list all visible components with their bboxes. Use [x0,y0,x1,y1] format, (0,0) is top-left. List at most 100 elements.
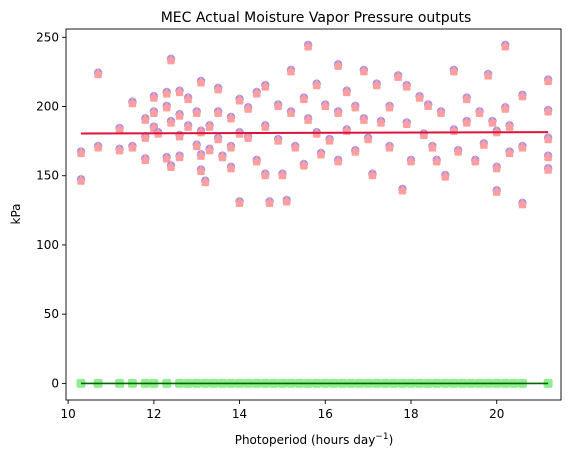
data-point-square [463,120,471,127]
data-point-square [214,110,222,117]
y-tick-label: 100 [36,238,59,252]
data-point-square [244,135,252,142]
y-tick-label: 150 [36,169,59,183]
data-point-square [287,110,295,117]
data-point-square [244,106,252,113]
data-point-square [407,158,415,166]
x-tick-label: 20 [489,407,504,421]
data-point-square [386,145,394,152]
data-point-square [197,168,205,176]
data-point-square [351,104,359,112]
data-point-square [261,84,269,91]
data-point-square [77,178,85,185]
data-point-square [544,154,552,162]
data-point-square [334,158,342,166]
data-point-square [394,74,402,81]
data-point-square [334,63,342,70]
data-point-square [116,147,124,155]
x-tick-label: 10 [61,407,76,421]
data-point-square [167,57,175,65]
data-point-square [343,89,351,97]
data-point-square [544,136,552,144]
data-point-square [441,174,449,181]
data-point-square [480,142,488,149]
x-axis-label-main: Photoperiod (hours day [235,433,376,447]
data-point-square [227,115,235,123]
chart-title: MEC Actual Moisture Vapor Pressure outpu… [161,10,472,26]
data-point-square [321,103,329,111]
data-point-square [360,68,368,76]
data-point-square [163,104,171,112]
data-point-square [518,201,526,209]
y-tick-label: 200 [36,100,59,114]
data-point-square [398,187,406,195]
data-point-square [544,78,552,86]
data-point-square [206,124,214,131]
data-point-square [141,157,149,165]
data-point-square [154,131,162,138]
data-point-square [214,136,222,144]
data-point-square [343,128,351,135]
data-point-square [403,84,411,91]
data-point-square [364,136,372,144]
data-point-square [476,110,484,117]
data-point-square [484,73,492,80]
data-point-square [176,154,184,162]
data-point-square [544,167,552,174]
data-point-square [184,124,192,131]
data-point-square [518,145,526,152]
y-axis-label: kPa [9,204,23,225]
data-point-square [368,172,376,180]
data-point-square [283,199,291,206]
data-point-square [501,106,509,113]
data-point-square [150,95,158,102]
data-point-square [274,103,282,111]
data-point-square [227,165,235,173]
data-point-square [428,145,436,152]
data-point-square [266,200,274,207]
data-point-square [518,93,526,101]
data-point-square [253,158,261,166]
data-point-square [501,43,509,51]
data-point-square [193,110,201,117]
x-tick-label: 14 [232,407,247,421]
data-point-square [193,143,201,151]
data-point-square [433,158,441,166]
x-axis-label-exponent: −1 [375,432,388,442]
data-point-square [236,97,244,105]
data-point-square [424,103,432,111]
data-point-square [544,109,552,116]
data-point-square [493,189,501,196]
data-point-square [176,113,184,120]
data-point-square [141,135,149,142]
y-tick-label: 0 [51,376,59,390]
data-point-square [488,120,496,127]
data-point-square [351,149,359,156]
data-point-square [416,95,424,102]
data-point-square [167,120,175,127]
data-point-square [274,138,282,145]
data-point-square [300,96,308,104]
data-point-square [454,149,462,156]
data-point-square [176,89,184,97]
data-point-square [313,131,321,138]
data-point-square [304,43,312,51]
y-tick-label: 50 [44,307,59,321]
data-point-square [94,71,102,79]
data-point-square [77,150,85,158]
data-point-square [236,200,244,207]
plot-frame [65,28,562,401]
data-point-square [450,68,458,76]
data-point-square [206,147,214,155]
data-point-square [141,117,149,124]
data-point-square [463,96,471,104]
data-point-square [291,145,299,152]
data-point-square [493,165,501,173]
data-point-square [201,179,209,187]
data-point-square [317,151,325,159]
data-point-square [163,91,171,98]
data-point-square [506,124,514,131]
data-point-square [227,145,235,152]
